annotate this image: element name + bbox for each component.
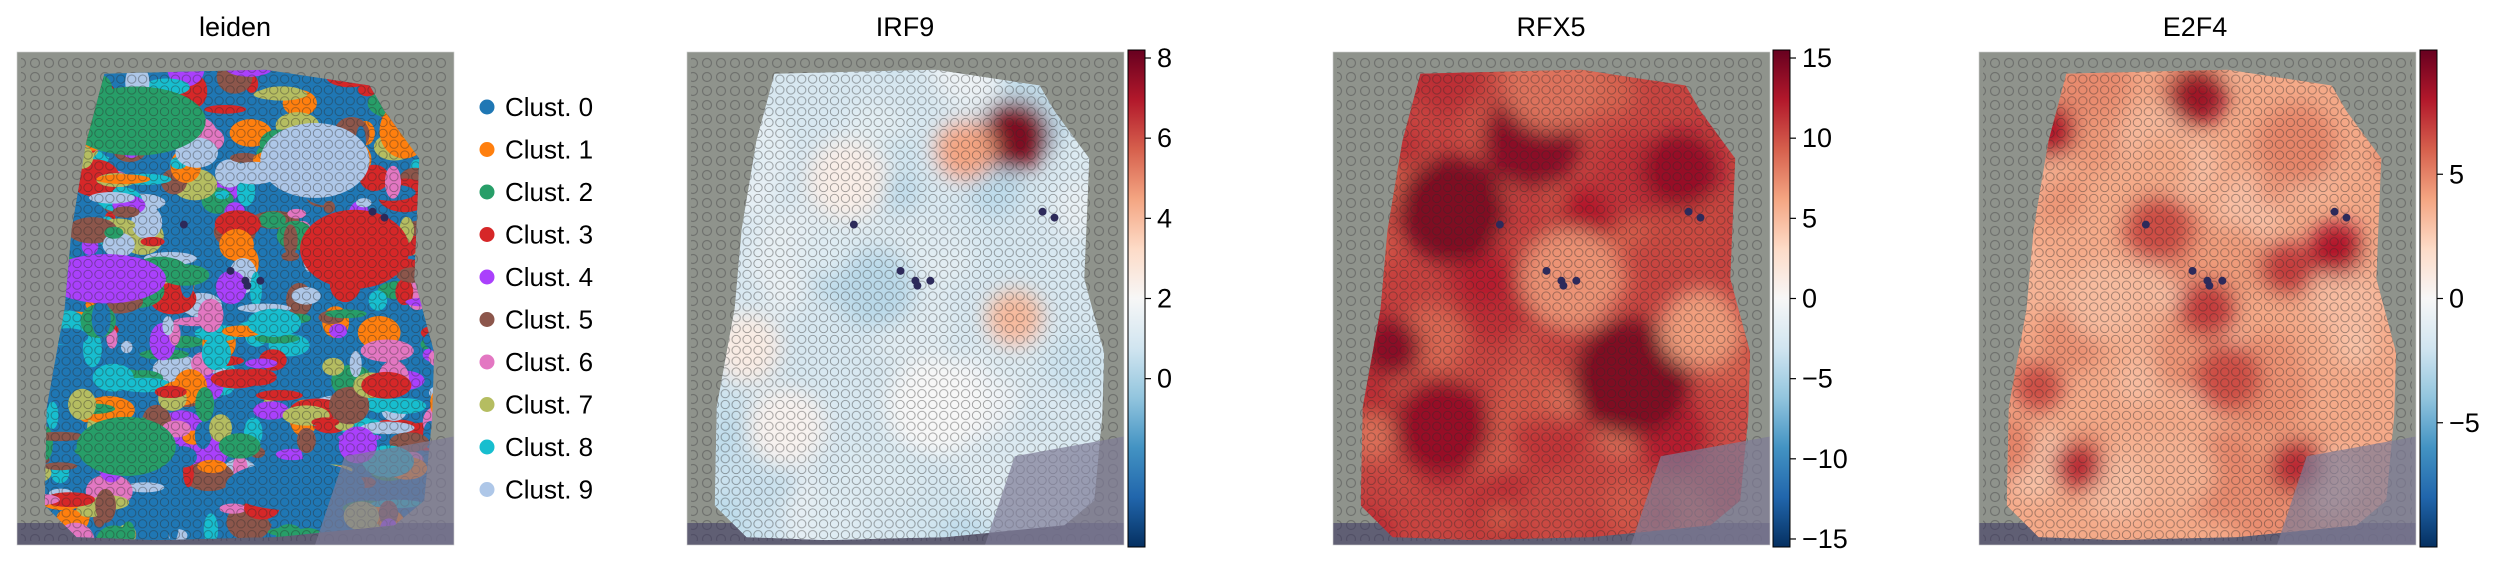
panel-frame — [686, 51, 1125, 546]
legend-item: Clust. 5 — [479, 305, 593, 335]
legend-marker — [479, 227, 495, 242]
legend-marker — [479, 482, 495, 497]
panel-4: E2F4 −5 0 5 — [1978, 12, 2480, 548]
legend-marker — [479, 439, 495, 455]
legend-label: Clust. 7 — [505, 390, 593, 420]
colorbar-tick-label: 2 — [1157, 284, 1172, 314]
legend-marker — [479, 269, 495, 285]
legend-marker — [479, 397, 495, 412]
panel-2: IRF9 0 2 4 6 8 — [686, 12, 1172, 548]
colorbar: −15 −10 −5 0 5 10 15 — [1772, 43, 1848, 554]
legend: Clust. 0 Clust. 1 Clust. 2 Clust. 3 Clust. 4… — [479, 92, 593, 505]
legend-item: Clust. 6 — [479, 347, 593, 377]
tissue-fold — [984, 436, 1124, 545]
isolated-spot — [2141, 220, 2150, 229]
legend-item: Clust. 3 — [479, 220, 593, 250]
colorbar-tick-label: 8 — [1157, 43, 1172, 73]
panel-title: E2F4 — [2163, 12, 2228, 42]
panel-frame — [16, 51, 455, 546]
tissue-spots — [1360, 69, 1770, 545]
isolated-spot — [179, 220, 188, 229]
isolated-spot — [1559, 281, 1568, 290]
isolated-spot — [256, 276, 265, 285]
panel-frame — [1332, 51, 1771, 546]
colorbar-gradient — [1127, 49, 1146, 548]
legend-label: Clust. 6 — [505, 347, 593, 377]
colorbar-tick-label: −15 — [1802, 524, 1848, 554]
isolated-spot — [1050, 213, 1059, 222]
colorbar-tick-label: 0 — [2449, 284, 2464, 314]
isolated-spot — [2205, 281, 2214, 290]
colorbar-gradient — [2419, 49, 2438, 548]
legend-label: Clust. 8 — [505, 432, 593, 462]
colorbar-tick-label: −5 — [1802, 364, 1833, 394]
colorbar-tick-label: −5 — [2449, 408, 2480, 438]
panel-frame — [1978, 51, 2417, 546]
isolated-spot — [243, 281, 252, 290]
legend-label: Clust. 9 — [505, 475, 593, 505]
isolated-spot — [849, 220, 858, 229]
colorbar-tick-label: 0 — [1802, 284, 1817, 314]
legend-label: Clust. 0 — [505, 92, 593, 122]
colorbar-tick-label: −10 — [1802, 444, 1848, 474]
legend-marker — [479, 312, 495, 327]
legend-item: Clust. 9 — [479, 475, 593, 505]
legend-item: Clust. 8 — [479, 432, 593, 462]
isolated-spot — [226, 266, 235, 275]
tissue-fold — [314, 436, 454, 545]
isolated-spot — [1696, 213, 1705, 222]
isolated-spot — [2188, 266, 2197, 275]
colorbar: 0 2 4 6 8 — [1127, 43, 1172, 548]
legend-item: Clust. 1 — [479, 135, 593, 165]
isolated-spot — [896, 266, 905, 275]
legend-marker — [479, 354, 495, 370]
legend-marker — [479, 184, 495, 200]
legend-label: Clust. 5 — [505, 305, 593, 335]
legend-marker — [479, 142, 495, 157]
colorbar-gradient — [1772, 49, 1791, 548]
panel-title: RFX5 — [1516, 12, 1585, 42]
panel-title: IRF9 — [876, 12, 935, 42]
colorbar-tick-label: 0 — [1157, 364, 1172, 394]
isolated-spot — [1572, 276, 1581, 285]
legend-item: Clust. 4 — [479, 262, 593, 292]
tissue-fold — [1630, 436, 1770, 545]
legend-label: Clust. 4 — [505, 262, 593, 292]
isolated-spot — [380, 213, 389, 222]
colorbar-tick-label: 5 — [2449, 159, 2464, 189]
legend-item: Clust. 2 — [479, 177, 593, 207]
legend-item: Clust. 0 — [479, 92, 593, 122]
isolated-spot — [1038, 207, 1047, 216]
isolated-spot — [2330, 207, 2339, 216]
isolated-spot — [1495, 220, 1504, 229]
legend-marker — [479, 99, 495, 115]
legend-item: Clust. 7 — [479, 390, 593, 420]
isolated-spot — [913, 281, 922, 290]
tissue-fold — [2276, 436, 2416, 545]
isolated-spot — [368, 207, 377, 216]
isolated-spot — [2218, 276, 2227, 285]
isolated-spot — [2342, 213, 2351, 222]
isolated-spot — [1542, 266, 1551, 275]
colorbar-tick-label: 6 — [1157, 123, 1172, 153]
legend-label: Clust. 1 — [505, 135, 593, 165]
isolated-spot — [1684, 207, 1693, 216]
colorbar-tick-label: 15 — [1802, 43, 1832, 73]
panel-3: RFX5 −15 −10 −5 0 5 10 15 — [1332, 12, 1848, 554]
panel-title: leiden — [199, 12, 271, 42]
legend-label: Clust. 3 — [505, 220, 593, 250]
colorbar-tick-label: 4 — [1157, 203, 1172, 233]
isolated-spot — [926, 276, 935, 285]
colorbar-tick-label: 5 — [1802, 203, 1817, 233]
tissue-spots — [2006, 69, 2416, 545]
legend-label: Clust. 2 — [505, 177, 593, 207]
colorbar-tick-label: 10 — [1802, 123, 1832, 153]
colorbar: −5 0 5 — [2419, 49, 2480, 548]
